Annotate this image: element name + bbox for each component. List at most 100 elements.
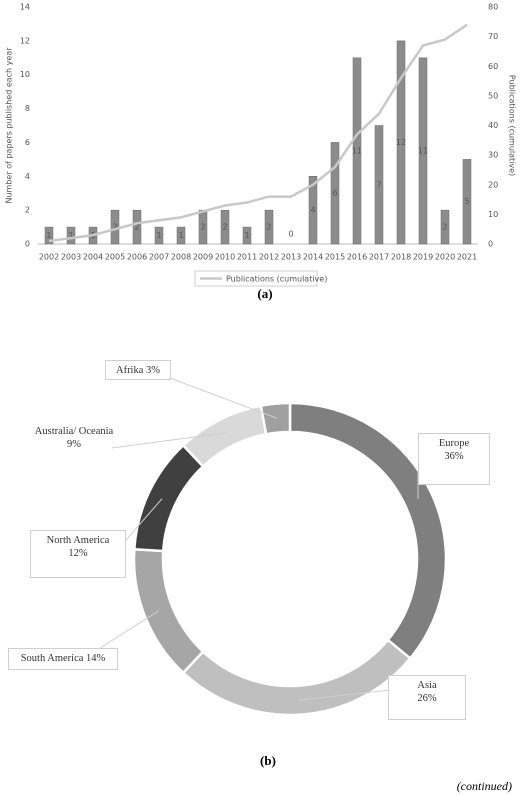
cumulative-line: [48, 23, 468, 243]
data-label: 0: [288, 230, 293, 239]
percent-label: 3%: [146, 365, 161, 376]
data-label: 2: [134, 223, 139, 232]
data-label: 2: [112, 223, 117, 232]
segment-label: Afrika 3%: [105, 360, 171, 380]
x-tick-label: 2009: [193, 253, 213, 262]
data-label: 1: [244, 231, 249, 240]
y-tick-label: 2: [25, 206, 30, 215]
bar: [66, 226, 76, 245]
data-label: 11: [352, 146, 362, 155]
donut-segment: [181, 638, 412, 717]
x-tick-label: 2020: [435, 253, 455, 262]
category-name: South America: [20, 653, 84, 664]
leader-line: [99, 610, 159, 649]
data-label: 2: [266, 223, 271, 232]
category-name: Europe: [438, 438, 470, 449]
legend-box: [194, 270, 318, 287]
x-tick-label: 2015: [325, 253, 345, 262]
data-label: 6: [332, 189, 337, 198]
x-tick-label: 2019: [413, 253, 433, 262]
x-tick-label: 2003: [61, 253, 81, 262]
x-tick-label: 2004: [83, 253, 103, 262]
x-tick-label: 2013: [281, 253, 301, 262]
data-label: 2: [222, 223, 227, 232]
bar: [154, 226, 164, 245]
x-tick-label: 2007: [149, 253, 169, 262]
x-tick-label: 2002: [39, 253, 59, 262]
percent-label: 14%: [86, 653, 106, 664]
y-tick-label: 8: [25, 104, 30, 113]
percent-label: 9%: [67, 439, 81, 450]
y2-tick-label: 10: [488, 210, 498, 219]
data-label: 2: [442, 223, 447, 232]
footer-note: (continued): [456, 779, 512, 793]
y-axis-title: Number of papers published each year: [5, 47, 14, 204]
y2-tick-label: 50: [488, 91, 498, 100]
legend-label: Publications (cumulative): [226, 275, 327, 284]
y2-tick-label: 70: [488, 32, 498, 41]
category-name: Australia/ Oceania: [34, 426, 114, 437]
donut-segment: [132, 547, 205, 675]
y2-tick-label: 20: [488, 180, 498, 189]
x-tick-label: 2014: [303, 253, 323, 262]
percent-label: 12%: [68, 548, 88, 559]
data-label: 2: [200, 223, 205, 232]
category-name: Afrika: [115, 365, 144, 376]
percent-label: 26%: [417, 693, 437, 704]
data-label: 1: [46, 231, 51, 240]
leader-line: [169, 377, 277, 419]
segment-label: Asia 26%: [388, 675, 466, 720]
x-tick-label: 2017: [369, 253, 389, 262]
segment-label: Australia/ Oceania 9%: [28, 422, 120, 456]
bar: [220, 209, 230, 245]
data-label: 7: [376, 180, 381, 189]
data-label: 1: [178, 231, 183, 240]
bar: [330, 142, 340, 245]
y-tick-label: 0: [25, 240, 30, 249]
leader-line: [125, 498, 163, 541]
data-label: 4: [310, 206, 315, 215]
segment-label: North America 12%: [30, 530, 126, 578]
bar: [308, 176, 318, 245]
y2-tick-label: 60: [488, 62, 498, 71]
bar: [418, 57, 428, 245]
y-tick-label: 14: [20, 3, 30, 12]
bar: [374, 125, 384, 245]
bar: [44, 226, 54, 245]
donut-segment: [132, 443, 205, 553]
bar: [462, 159, 472, 245]
caption: (b): [260, 753, 276, 768]
data-label: 5: [464, 197, 469, 206]
x-tick-label: 2021: [457, 253, 477, 262]
y-tick-label: 6: [25, 138, 30, 147]
y2-tick-label: 0: [488, 240, 493, 249]
y2-axis-title: Publications (cumulative): [508, 75, 517, 176]
bar: [264, 209, 274, 245]
bar: [176, 226, 186, 245]
x-tick-label: 2016: [347, 253, 367, 262]
data-label: 11: [418, 146, 428, 155]
y2-tick-label: 80: [488, 3, 498, 12]
bar: [132, 209, 142, 245]
x-tick-label: 2010: [215, 253, 235, 262]
y-tick-label: 10: [20, 70, 30, 79]
percent-label: 36%: [444, 451, 464, 462]
leader-line: [298, 689, 391, 701]
x-tick-label: 2012: [259, 253, 279, 262]
y2-tick-label: 30: [488, 151, 498, 160]
x-tick-label: 2006: [127, 253, 147, 262]
data-label: 1: [68, 231, 73, 240]
x-tick-label: 2018: [391, 253, 411, 262]
caption: (a): [257, 286, 272, 301]
data-label: 12: [396, 138, 406, 147]
data-label: 1: [156, 231, 161, 240]
y-tick-label: 4: [25, 172, 30, 181]
segment-label: South America 14%: [8, 648, 118, 670]
donut-segment: [259, 401, 292, 436]
y-tick-label: 12: [20, 36, 30, 45]
x-tick-label: 2011: [237, 253, 257, 262]
bar: [242, 226, 252, 245]
leader-line: [111, 432, 226, 449]
